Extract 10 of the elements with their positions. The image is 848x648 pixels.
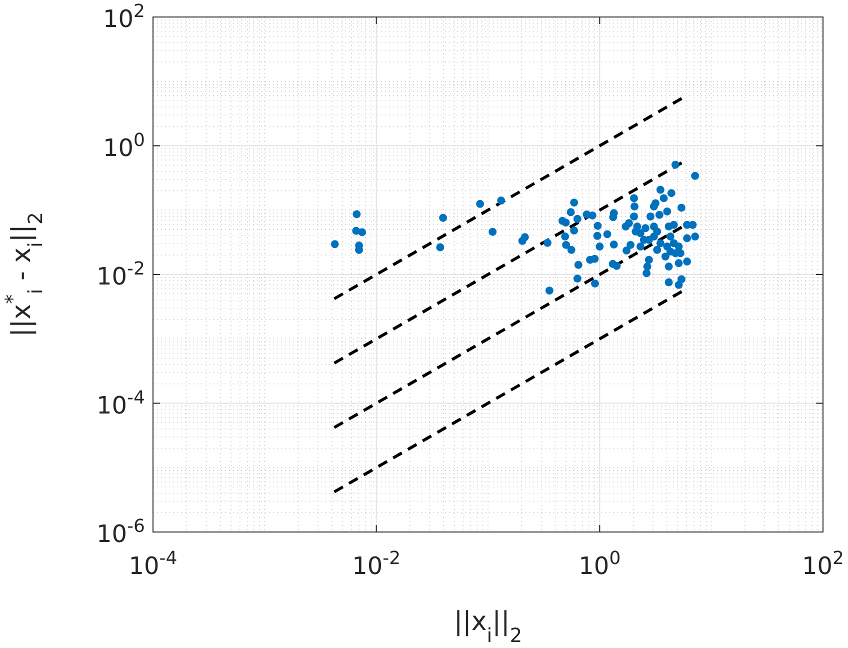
x-tick-label: 10$^{-2}$	[352, 548, 401, 580]
y-tick-label: 10$^{0}$	[103, 129, 145, 162]
x-tick-label: 10$^{2}$	[802, 548, 844, 580]
y-tick-label: 10$^{-2}$	[96, 258, 145, 290]
x-tick-label: 10$^{0}$	[578, 548, 621, 580]
x-axis-title: ||x$_{i}$||$_{2}$	[454, 607, 522, 646]
y-tick-label: 10$^{-6}$	[96, 516, 145, 548]
y-tick-label: 10$^{2}$	[103, 0, 145, 33]
y-tick-label: 10$^{-4}$	[96, 386, 145, 420]
x-tick-label: 10$^{-4}$	[128, 548, 178, 580]
